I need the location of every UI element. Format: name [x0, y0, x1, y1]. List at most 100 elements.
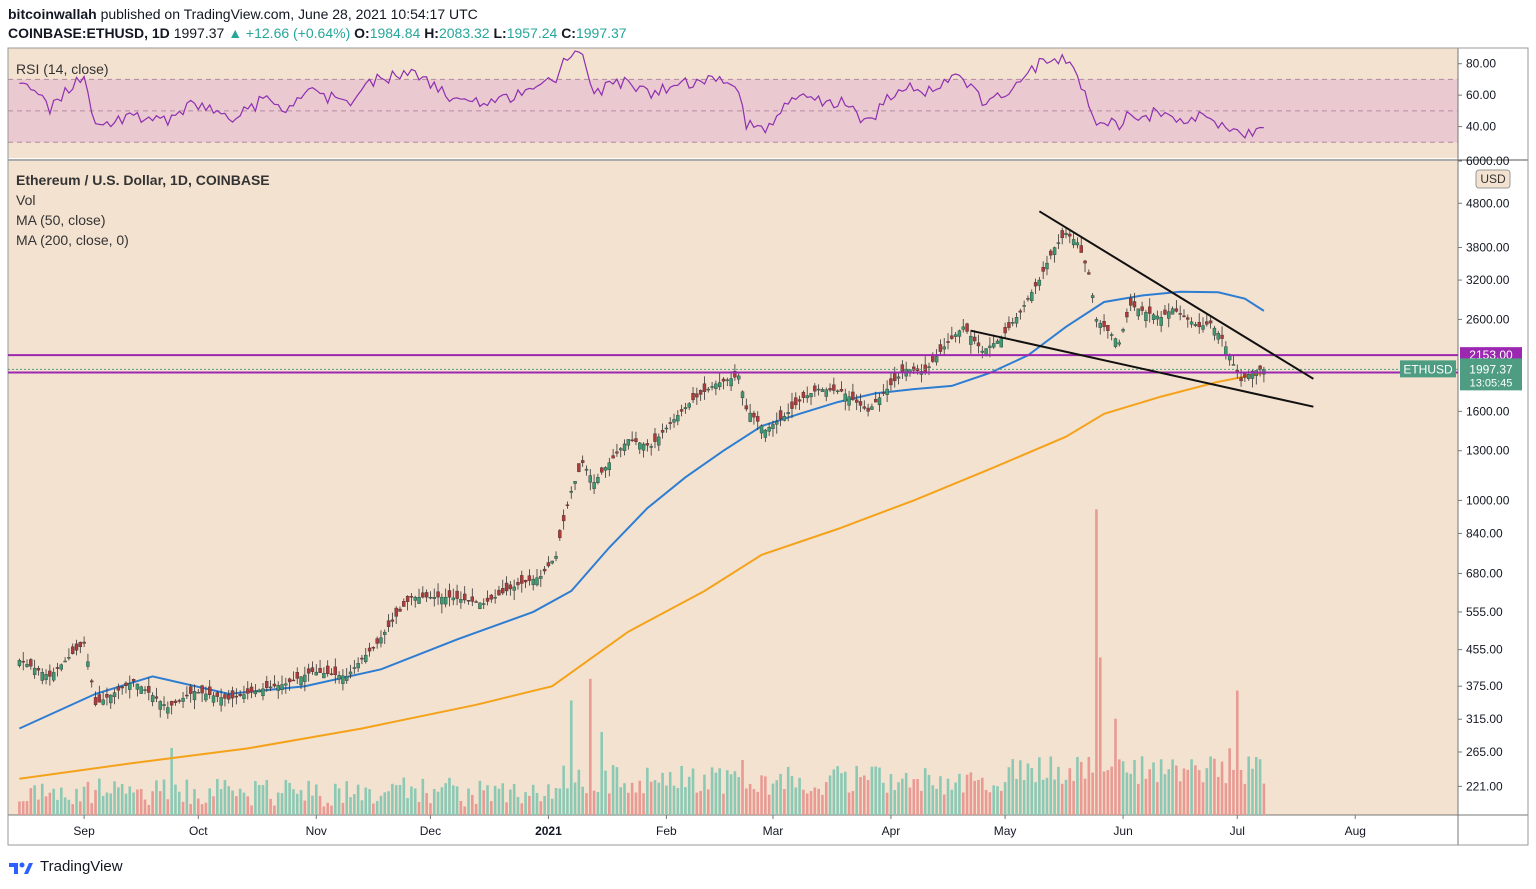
candle-body	[345, 676, 349, 681]
candle-body	[569, 490, 573, 493]
chart-frame	[7, 47, 1529, 846]
legend-item: MA (200, close, 0)	[16, 232, 129, 248]
volume-bar	[569, 700, 573, 815]
candle-body	[630, 439, 634, 442]
candle-body	[295, 672, 299, 679]
candle-body	[1030, 292, 1034, 302]
volume-bar	[193, 789, 196, 815]
volume-bar	[109, 793, 113, 815]
candle-body	[1246, 374, 1251, 380]
volume-bar	[139, 788, 143, 815]
volume-bar	[1110, 766, 1113, 815]
candle-body	[991, 343, 996, 348]
volume-bar	[798, 777, 801, 815]
candle-body	[961, 326, 965, 330]
candle-body	[870, 406, 874, 410]
candle-body	[211, 695, 216, 703]
high-value: 2083.32	[438, 25, 490, 41]
candle-body	[733, 371, 737, 378]
volume-bar	[550, 798, 554, 815]
y-tick-label: 840.00	[1466, 526, 1503, 540]
candle-body	[1098, 322, 1102, 328]
volume-bar	[276, 792, 280, 815]
volume-bar	[1216, 776, 1220, 815]
volume-bar	[958, 773, 961, 815]
volume-bar	[920, 790, 923, 815]
volume-bar	[432, 789, 436, 815]
candle-body	[1201, 325, 1205, 330]
volume-bar	[1220, 761, 1224, 815]
candle-body	[242, 694, 246, 699]
candle-body	[497, 589, 501, 596]
candle-body	[447, 590, 452, 598]
candle-body	[607, 462, 612, 470]
volume-bar	[729, 774, 733, 815]
candle-body	[1079, 245, 1083, 253]
candle-body	[173, 700, 178, 703]
trendline[interactable]	[1038, 210, 1314, 380]
volume-bar	[992, 785, 995, 815]
footer-brand[interactable]: TradingView	[8, 858, 123, 875]
volume-bar	[771, 783, 775, 815]
candle-body	[763, 429, 768, 438]
volume-bar	[326, 802, 329, 815]
candle-body	[1033, 282, 1038, 287]
candle-body	[980, 350, 984, 353]
volume-bar	[1030, 768, 1034, 815]
candle-body	[432, 596, 436, 599]
candle-body	[166, 707, 170, 714]
volume-bar	[497, 788, 501, 815]
candle-body	[835, 390, 840, 393]
tradingview-logo-icon	[9, 862, 33, 874]
volume-bar	[1064, 779, 1068, 815]
volume-bar	[21, 801, 25, 815]
volume-bar	[1098, 657, 1102, 815]
candle-body	[1037, 279, 1042, 286]
volume-bar	[901, 778, 904, 815]
volume-bar	[760, 775, 763, 815]
volume-bar	[668, 771, 672, 815]
trendline[interactable]	[970, 329, 1314, 408]
volume-bar	[387, 791, 390, 815]
candle-body	[512, 586, 516, 591]
y-tick-label: 680.00	[1466, 566, 1503, 580]
volume-bar	[520, 803, 524, 815]
candle-body	[1064, 232, 1068, 236]
candle-body	[109, 694, 113, 704]
last-price: 1997.37	[173, 25, 225, 41]
candle-body	[558, 530, 562, 538]
candle-body	[923, 364, 927, 373]
volume-bar	[973, 780, 976, 815]
x-tick-label: Nov	[306, 824, 327, 838]
volume-bar	[1258, 759, 1262, 815]
candle-body	[188, 686, 193, 694]
y-tick-label: 1000.00	[1466, 493, 1510, 507]
volume-bar	[840, 773, 843, 815]
symbol-badge	[1400, 360, 1456, 378]
author-name[interactable]: bitcoinwallah	[8, 6, 97, 22]
y-tick-label: 6000.00	[1466, 154, 1510, 168]
low-value: 1957.24	[506, 25, 558, 41]
volume-bar	[162, 779, 166, 815]
candle-body	[253, 690, 258, 695]
volume-bar	[988, 792, 992, 815]
candle-body	[797, 399, 802, 402]
candle-body	[169, 701, 174, 706]
volume-bar	[790, 776, 794, 815]
currency-badge[interactable]	[1475, 169, 1511, 189]
volume-bar	[722, 793, 725, 815]
candle-body	[105, 694, 109, 698]
volume-bar	[623, 783, 626, 815]
volume-bar	[703, 774, 706, 815]
volume-bar	[954, 782, 957, 815]
rsi-line	[19, 50, 1264, 139]
candle-body	[329, 673, 334, 675]
candle-body	[413, 596, 417, 601]
volume-bar	[676, 787, 680, 815]
candle-body	[421, 592, 425, 598]
candle-body	[1003, 327, 1007, 334]
candle-body	[215, 692, 220, 697]
volume-bar	[311, 795, 314, 815]
candle-body	[1144, 312, 1148, 322]
